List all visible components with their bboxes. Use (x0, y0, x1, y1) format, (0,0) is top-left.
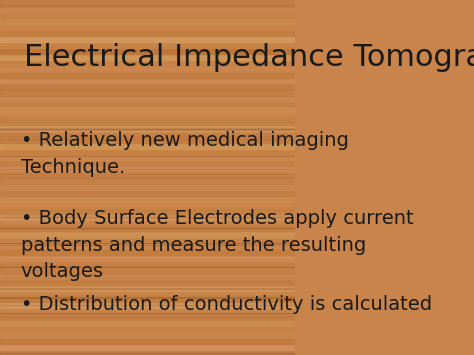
FancyBboxPatch shape (0, 130, 295, 137)
FancyBboxPatch shape (0, 42, 295, 48)
FancyBboxPatch shape (0, 12, 295, 18)
FancyBboxPatch shape (0, 261, 295, 267)
FancyBboxPatch shape (0, 314, 295, 320)
FancyBboxPatch shape (0, 106, 295, 113)
FancyBboxPatch shape (0, 184, 295, 190)
FancyBboxPatch shape (0, 243, 295, 249)
FancyBboxPatch shape (0, 59, 295, 66)
Text: • Distribution of conductivity is calculated: • Distribution of conductivity is calcul… (21, 295, 432, 314)
Text: Electrical Impedance Tomography: Electrical Impedance Tomography (24, 43, 474, 72)
FancyBboxPatch shape (0, 124, 295, 131)
FancyBboxPatch shape (0, 48, 295, 54)
FancyBboxPatch shape (0, 36, 295, 42)
FancyBboxPatch shape (0, 101, 295, 107)
FancyBboxPatch shape (0, 231, 295, 237)
FancyBboxPatch shape (0, 136, 295, 143)
FancyBboxPatch shape (0, 83, 295, 89)
FancyBboxPatch shape (0, 207, 295, 214)
FancyBboxPatch shape (0, 195, 295, 202)
FancyBboxPatch shape (0, 337, 295, 344)
FancyBboxPatch shape (0, 190, 295, 196)
FancyBboxPatch shape (0, 248, 295, 255)
FancyBboxPatch shape (0, 296, 295, 302)
FancyBboxPatch shape (0, 332, 295, 338)
FancyBboxPatch shape (0, 53, 295, 60)
FancyBboxPatch shape (0, 290, 295, 296)
FancyBboxPatch shape (0, 29, 295, 36)
FancyBboxPatch shape (0, 172, 295, 178)
FancyBboxPatch shape (0, 166, 295, 172)
Text: • Relatively new medical imaging
Technique.: • Relatively new medical imaging Techniq… (21, 131, 348, 177)
FancyBboxPatch shape (0, 302, 295, 308)
FancyBboxPatch shape (0, 65, 295, 72)
FancyBboxPatch shape (0, 95, 295, 101)
FancyBboxPatch shape (0, 89, 295, 95)
FancyBboxPatch shape (0, 343, 295, 350)
FancyBboxPatch shape (0, 160, 295, 166)
FancyBboxPatch shape (0, 284, 295, 290)
FancyBboxPatch shape (0, 266, 295, 273)
FancyBboxPatch shape (0, 278, 295, 285)
FancyBboxPatch shape (0, 77, 295, 83)
FancyBboxPatch shape (0, 272, 295, 279)
FancyBboxPatch shape (0, 6, 295, 12)
FancyBboxPatch shape (0, 178, 295, 184)
FancyBboxPatch shape (0, 24, 295, 30)
FancyBboxPatch shape (0, 148, 295, 154)
Text: • Body Surface Electrodes apply current
patterns and measure the resulting
volta: • Body Surface Electrodes apply current … (21, 209, 413, 282)
FancyBboxPatch shape (0, 326, 295, 332)
FancyBboxPatch shape (0, 255, 295, 261)
FancyBboxPatch shape (0, 0, 295, 7)
FancyBboxPatch shape (0, 213, 295, 219)
FancyBboxPatch shape (0, 119, 295, 125)
FancyBboxPatch shape (0, 142, 295, 148)
FancyBboxPatch shape (0, 219, 295, 225)
FancyBboxPatch shape (0, 320, 295, 326)
FancyBboxPatch shape (0, 113, 295, 119)
FancyBboxPatch shape (0, 237, 295, 243)
FancyBboxPatch shape (0, 201, 295, 208)
FancyBboxPatch shape (0, 349, 295, 355)
FancyBboxPatch shape (0, 18, 295, 24)
FancyBboxPatch shape (0, 154, 295, 160)
FancyBboxPatch shape (0, 71, 295, 77)
FancyBboxPatch shape (0, 225, 295, 231)
FancyBboxPatch shape (0, 308, 295, 314)
